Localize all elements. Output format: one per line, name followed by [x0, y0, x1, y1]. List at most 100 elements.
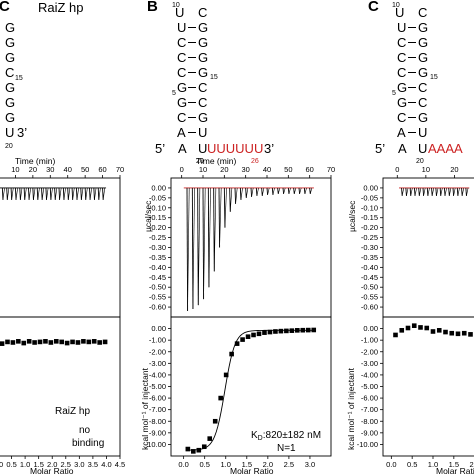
itc-raw-B-injection-peak-15 [266, 187, 269, 195]
itc-raw-C-ytick-label-0: 0.00 [363, 183, 378, 192]
itc-raw-C-injection-peak-13 [456, 187, 459, 196]
itc-bind-C-point-8 [443, 329, 448, 335]
itc-raw-B-injection-peak-3 [202, 187, 205, 300]
itc-raw-A-injection-peak-6 [28, 187, 30, 200]
itc-raw-A-injection-return-17 [76, 187, 79, 200]
itc-raw-C-injection-peak-7 [431, 187, 433, 196]
itc-bind-A-point-1 [5, 339, 10, 345]
itc-raw-A-injection-return-23 [102, 187, 106, 200]
itc-raw-C-ytick-label-6: -0.30 [361, 243, 378, 252]
itc-raw-B-injection-return-23 [309, 187, 313, 194]
tail-c: AAAA [428, 141, 463, 156]
raw-frame-c [382, 177, 474, 318]
itc-raw-B-injection-return-8 [229, 187, 233, 212]
num-c-15: 15 [430, 74, 438, 81]
itc-bind-B-xtick-label-2: 1.0 [221, 460, 231, 469]
itc-raw-C-injection-return-10 [444, 187, 447, 196]
itc-bind-B-xtick-label-5: 2.5 [284, 460, 294, 469]
nt-b-left-6: C [177, 110, 186, 125]
num-c-10: 10 [392, 2, 400, 9]
ucal-label-c: µcal/sec [347, 200, 357, 232]
itc-bind-B-point-23 [311, 327, 317, 333]
num-b-5: 5 [172, 90, 176, 97]
itc-bind-B-ytick-label-3: -3.00 [149, 359, 166, 368]
itc-raw-B-injection-peak-18 [282, 187, 285, 194]
itc-raw-B-ytick-label-8: -0.40 [149, 263, 166, 272]
itc-raw-A-injection-peak-19 [84, 187, 87, 200]
itc-raw-C-injection-return-12 [453, 187, 456, 196]
itc-raw-C-injection-return-0 [401, 187, 405, 196]
itc-raw-C-ytick-label-9: -0.45 [361, 273, 378, 282]
itc-bind-C-point-9 [449, 330, 455, 336]
itc-bind-C-point-1 [399, 328, 405, 333]
itc-bind-B-xtick-label-1: 0.5 [199, 460, 209, 469]
itc-bind-A-xtick-label-4: 2.0 [47, 460, 57, 469]
three-prime-b: 3’ [264, 141, 274, 156]
kd-annotation: KD:820±182 nM [251, 430, 321, 442]
nt-a-7: G [5, 110, 15, 125]
itc-raw-B-xtick-label-3: 30 [241, 165, 249, 174]
itc-bind-C-ytick-label-3: -3.00 [361, 359, 378, 368]
itc-bind-A-point-5 [26, 339, 32, 344]
itc-raw-B-injection-return-9 [235, 187, 238, 204]
raiz-hp-title: RaiZ hp [38, 0, 84, 15]
itc-bind-B-point-17 [278, 328, 284, 334]
itc-raw-C-injection-return-2 [410, 187, 413, 196]
itc-bind-A-point-19 [102, 339, 108, 345]
num-b-20: 20 [196, 158, 204, 165]
itc-raw-A-injection-peak-23 [102, 187, 104, 200]
itc-raw-C-xtick-label-2: 20 [450, 165, 458, 174]
nt-b-right-4: C [198, 80, 207, 95]
itc-raw-C-ytick-label-7: -0.35 [361, 253, 378, 262]
itc-raw-A-injection-peak-2 [10, 187, 13, 200]
itc-raw-C-ytick-label-4: -0.20 [361, 223, 378, 232]
three-prime-a: 3’ [17, 125, 27, 140]
itc-bind-C-point-0 [393, 332, 398, 338]
itc-raw-C-injection-peak-10 [443, 187, 446, 196]
itc-raw-C-injection-return-6 [427, 187, 430, 196]
nt-c-loop-1: U [395, 5, 404, 20]
bind-frame-a [0, 316, 121, 457]
num-b-15: 15 [210, 74, 218, 81]
itc-raw-A-injection-return-13 [59, 187, 62, 200]
itc-raw-A-xtick-label-3: 40 [64, 165, 72, 174]
itc-raw-A-injection-peak-18 [80, 187, 82, 200]
itc-raw-B-injection-return-11 [245, 187, 249, 198]
itc-bind-B-point-22 [305, 327, 311, 333]
itc-bind-B-xtick-label-3: 1.5 [242, 460, 252, 469]
nt-a-5: G [5, 80, 15, 95]
itc-raw-B-xtick-label-4: 40 [263, 165, 271, 174]
nt-c-right-5: C [418, 95, 427, 110]
itc-raw-B-injection-peak-9 [234, 187, 237, 204]
itc-bind-B-point-1 [191, 449, 196, 454]
itc-bind-C-ytick-label-0: 0.00 [363, 324, 378, 333]
itc-bind-B-ytick-label-8: -8.00 [149, 417, 166, 426]
itc-bind-B-point-6 [218, 395, 223, 401]
panel-label-b: B [147, 0, 158, 15]
itc-raw-B-injection-return-1 [192, 187, 195, 310]
itc-raw-B-injection-return-10 [240, 187, 243, 200]
itc-raw-B-injection-return-6 [219, 187, 222, 248]
itc-bind-A-point-11 [59, 339, 65, 345]
itc-bind-B-ytick-label-9: -9.00 [149, 428, 166, 437]
nt-c-left-5: G [397, 95, 407, 110]
itc-raw-A-injection-peak-14 [62, 187, 65, 200]
itc-bind-C-point-12 [468, 332, 473, 337]
nt-b-right-5: C [198, 95, 207, 110]
itc-bind-B-point-20 [295, 328, 300, 333]
itc-bind-A-point-16 [86, 339, 92, 345]
itc-bind-C-xtick-label-0: 0.0 [386, 460, 396, 469]
itc-bind-B-point-12 [251, 332, 256, 338]
itc-raw-A-injection-return-4 [20, 187, 23, 200]
itc-bind-C-ytick-label-9: -9.00 [361, 428, 378, 437]
itc-raw-C-injection-peak-14 [461, 187, 463, 196]
itc-raw-B-ytick-label-9: -0.45 [149, 273, 166, 282]
nt-a-6: G [5, 95, 15, 110]
itc-raw-B-injection-peak-20 [293, 187, 295, 194]
itc-raw-B-injection-peak-2 [197, 187, 199, 306]
nt-b-left-3: C [177, 65, 186, 80]
itc-raw-B-injection-peak-16 [271, 187, 274, 195]
five-prime-b: 5’ [155, 141, 165, 156]
binding-annotation: binding [72, 438, 104, 449]
itc-bind-B-point-8 [229, 351, 234, 357]
